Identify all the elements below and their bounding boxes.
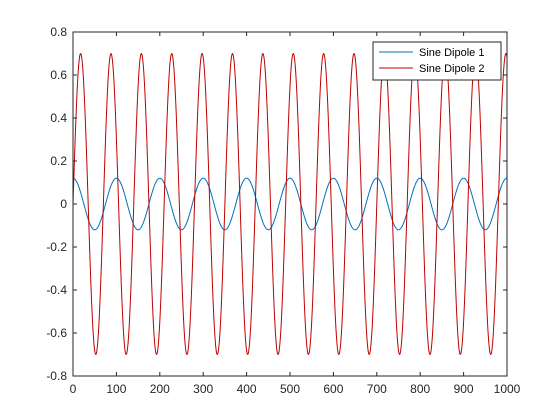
x-tick-label: 300 — [193, 382, 213, 396]
y-tick-label: -0.4 — [46, 283, 67, 297]
x-tick-label: 100 — [106, 382, 126, 396]
y-tick-label: 0.6 — [50, 68, 67, 82]
x-tick-label: 700 — [367, 382, 387, 396]
series-line-2 — [72, 53, 508, 355]
x-tick-label: 500 — [280, 382, 300, 396]
x-tick-label: 800 — [410, 382, 430, 396]
y-tick-label: 0 — [60, 197, 67, 211]
y-tick-label: 0.8 — [50, 25, 67, 39]
series-layer — [72, 53, 508, 355]
x-tick-label: 600 — [323, 382, 343, 396]
y-tick-label: -0.8 — [46, 369, 67, 383]
y-tick-label: -0.2 — [46, 240, 67, 254]
legend[interactable]: Sine Dipole 1 Sine Dipole 2 — [372, 41, 502, 81]
x-tick-label: 900 — [454, 382, 474, 396]
series-line-1 — [72, 177, 508, 231]
y-tick-label: -0.6 — [46, 326, 67, 340]
x-tick-label: 400 — [237, 382, 257, 396]
y-tick-label: 0.4 — [50, 111, 67, 125]
y-tick-label: 0.2 — [50, 154, 67, 168]
x-tick-label: 1000 — [494, 382, 521, 396]
legend-label-2: Sine Dipole 2 — [419, 63, 484, 75]
legend-label-1: Sine Dipole 1 — [419, 47, 484, 59]
x-tick-label: 0 — [70, 382, 77, 396]
x-tick-label: 200 — [150, 382, 170, 396]
tick-layer: 0 100 200 300 400 500 600 700 800 900 1000 0.8 0.6 0.… — [46, 25, 520, 396]
legend-box — [372, 41, 502, 81]
